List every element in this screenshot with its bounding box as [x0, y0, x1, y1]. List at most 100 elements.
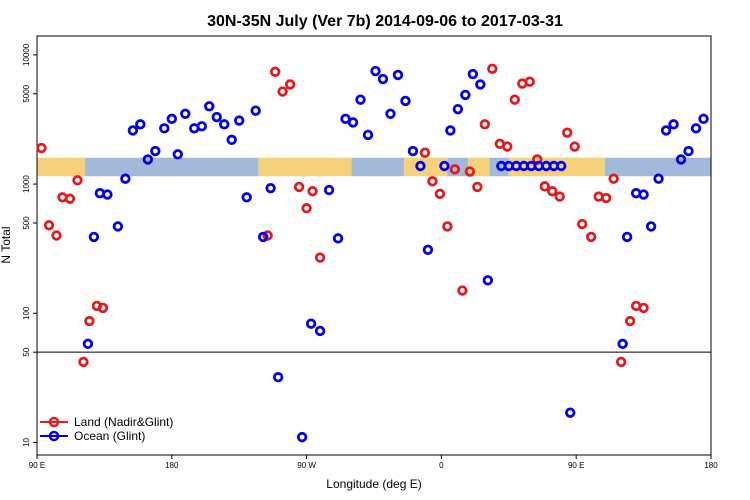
legend-ocean-label: Ocean (Glint): [74, 429, 145, 443]
land-point: [269, 66, 281, 77]
ocean-point: [675, 154, 687, 165]
ocean-point: [400, 95, 411, 107]
ocean-point: [653, 173, 664, 184]
land-point: [307, 186, 318, 197]
ocean-point: [88, 231, 100, 243]
land-point: [624, 315, 636, 327]
ocean-point: [698, 113, 709, 125]
land-point: [576, 218, 588, 230]
ocean-point: [159, 123, 170, 134]
ocean-point: [355, 94, 366, 105]
land-point: [51, 230, 62, 241]
ocean-point: [219, 119, 230, 130]
land-point: [284, 79, 296, 90]
x-tick-label: 0: [439, 461, 444, 470]
ocean-point: [250, 105, 261, 116]
y-tick-label: 10: [22, 437, 31, 446]
ocean-point: [565, 407, 576, 418]
y-tick-label: 5000: [22, 84, 31, 102]
ocean-point: [142, 154, 154, 165]
ocean-point: [82, 338, 94, 350]
land-point: [449, 164, 461, 175]
land-point: [78, 356, 89, 368]
land-point: [64, 193, 76, 204]
ocean-point: [172, 149, 183, 160]
ocean-point: [323, 184, 335, 196]
land-point: [539, 181, 550, 192]
land-point: [638, 302, 649, 314]
ocean-point: [166, 113, 177, 125]
ocean-point: [467, 68, 479, 80]
y-tick-label: 100: [22, 306, 31, 320]
land-point: [97, 302, 109, 314]
ocean-point: [314, 325, 326, 337]
land-point: [524, 76, 535, 87]
land-point: [464, 166, 476, 177]
band-layer: [37, 157, 711, 177]
band-ocean-segment: [351, 157, 404, 177]
ocean-point: [272, 372, 284, 383]
legend-land-label: Land (Nadir&Glint): [74, 415, 173, 429]
ocean-point: [385, 108, 396, 119]
ocean-point: [452, 103, 464, 115]
y-tick-label: 1000: [22, 175, 31, 193]
legend-land-marker: [48, 416, 60, 428]
land-point: [457, 285, 468, 296]
ocean-point: [362, 129, 374, 141]
x-tick-label: 180: [704, 461, 718, 470]
land-point: [600, 192, 612, 204]
chart-title: 30N-35N July (Ver 7b) 2014-09-06 to 2017…: [207, 13, 563, 30]
band-land-segment: [258, 157, 352, 177]
land-point: [434, 188, 446, 200]
x-axis-label: Longitude (deg E): [326, 477, 421, 491]
land-point: [43, 220, 55, 231]
ocean-point: [135, 119, 146, 130]
plot-frame: [36, 35, 712, 456]
x-tick-label: 90 E: [29, 461, 45, 470]
land-point: [427, 176, 438, 187]
ocean-point: [475, 79, 486, 90]
ocean-point: [305, 318, 317, 329]
land-point: [569, 141, 580, 152]
ocean-point: [407, 145, 419, 157]
band-ocean-segment: [84, 157, 259, 177]
ocean-point: [120, 173, 131, 184]
y-tick-label: 50: [22, 347, 31, 356]
x-tick-label: 180: [165, 461, 179, 470]
land-point: [554, 191, 565, 202]
ocean-point: [196, 121, 207, 132]
ocean-point: [392, 69, 404, 81]
land-point: [72, 175, 83, 186]
land-point: [419, 147, 431, 158]
ocean-point: [296, 431, 308, 443]
land-point: [472, 181, 483, 193]
ocean-point: [482, 275, 494, 286]
land-point: [487, 63, 498, 75]
ocean-point: [150, 145, 161, 157]
ocean-point: [204, 101, 215, 112]
land-point: [502, 141, 513, 152]
land-point: [277, 86, 288, 97]
y-tick-label: 10000: [22, 43, 31, 66]
ocean-point: [102, 189, 113, 200]
ocean-point: [347, 117, 359, 128]
ocean-point: [445, 125, 456, 136]
y-tick-label: 500: [22, 216, 31, 230]
y-axis: 10 50 100 500 1000 5000 10000: [22, 43, 37, 447]
ocean-point: [638, 189, 649, 200]
legend-ocean-marker: [48, 430, 60, 442]
x-tick-label: 90 W: [297, 461, 316, 470]
ocean-point: [265, 182, 276, 194]
band-ocean-segment: [604, 157, 711, 177]
land-point: [442, 221, 453, 232]
band-land-segment: [37, 157, 85, 177]
band-land-segment: [403, 157, 448, 177]
ocean-point: [112, 221, 124, 232]
ocean-point: [645, 221, 657, 232]
points-layer: [36, 63, 709, 443]
ocean-point: [211, 111, 222, 123]
ocean-point: [332, 233, 344, 244]
ocean-point: [233, 115, 245, 126]
ocean-point: [556, 160, 567, 172]
